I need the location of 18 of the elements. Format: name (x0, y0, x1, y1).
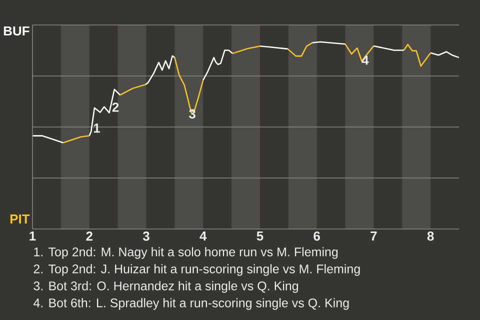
x-tick-label: 7 (370, 232, 377, 240)
annotation: 1 (94, 124, 100, 133)
text: BUF (4, 26, 30, 36)
x-tick-label: 4 (200, 232, 207, 240)
annotation: 4 (362, 56, 369, 65)
text: 1. Top 2nd: M. Nagy hit a solo home run vs M. Fleming (34, 247, 338, 259)
x-tick-label: 2 (86, 232, 92, 241)
x-tick-label: 3 (142, 232, 150, 241)
text: 2. Top 2nd: J. Huizar hit a run-scoring single vs M. Fleming (34, 264, 360, 276)
x-tick-label: 8 (427, 232, 434, 241)
annotation: 2 (112, 102, 119, 112)
text: 3. Bot 3rd: O. Hernandez hit a single vs Q. King (34, 281, 298, 293)
x-tick-label: 6 (314, 232, 320, 241)
x-tick-label: 1 (30, 232, 36, 240)
x-tick-label: 5 (256, 232, 264, 241)
annotation: 3 (188, 109, 196, 119)
text: PIT (10, 214, 30, 224)
text: 4. Bot 6th: L. Spradley hit a run-scoring single vs Q. King (33, 298, 349, 310)
